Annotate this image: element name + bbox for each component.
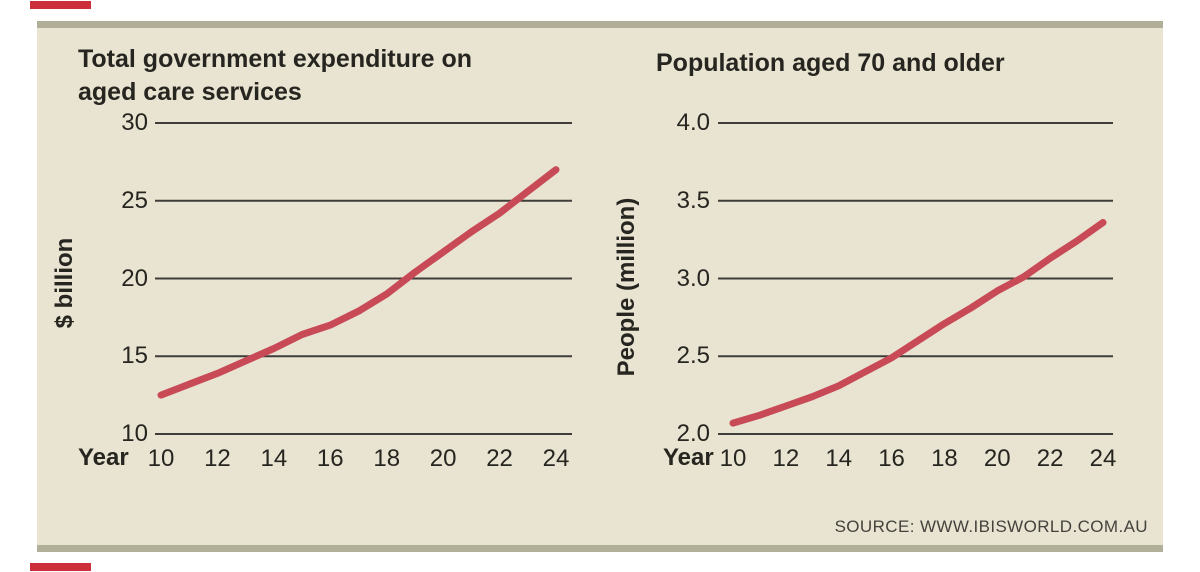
crop-mark-top-left bbox=[30, 1, 91, 9]
chart-panel bbox=[37, 21, 1163, 552]
crop-mark-bottom-left bbox=[30, 563, 91, 571]
